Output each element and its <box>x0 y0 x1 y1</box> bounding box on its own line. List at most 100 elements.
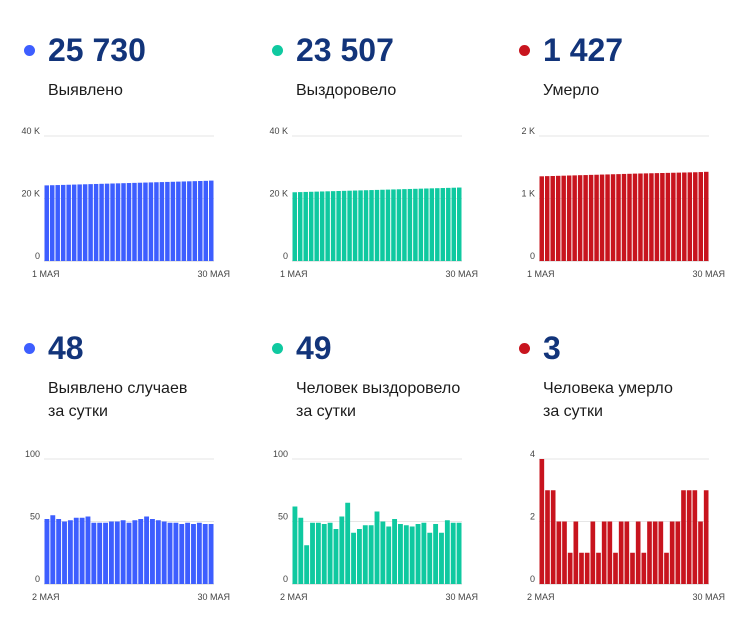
bar <box>55 185 60 261</box>
bar <box>108 521 114 584</box>
bar <box>596 552 601 584</box>
bar <box>352 190 358 261</box>
y-tick-label: 0 <box>35 251 40 261</box>
bar <box>550 490 556 584</box>
x-axis-end-label: 30 МАЯ <box>692 592 725 602</box>
y-tick-label: 50 <box>278 512 288 522</box>
bar <box>618 521 624 584</box>
bar <box>675 521 681 584</box>
headline-label: Человека умерло за сутки <box>543 377 743 423</box>
bar <box>336 191 341 261</box>
bar <box>429 188 435 261</box>
bar <box>444 520 450 584</box>
bar <box>104 183 110 261</box>
label-line: Выздоровело <box>296 82 397 99</box>
bar <box>676 172 682 261</box>
bar <box>85 516 91 584</box>
headline-label: Выздоровело <box>296 79 496 102</box>
bar <box>374 189 380 261</box>
headline-number: 49 <box>296 330 332 366</box>
bar <box>314 191 319 261</box>
bar <box>73 517 79 584</box>
bar <box>682 172 687 261</box>
bar <box>380 189 385 261</box>
bar <box>159 182 165 261</box>
headline-number: 1 427 <box>543 32 624 68</box>
bar <box>137 182 143 261</box>
bar <box>321 524 327 584</box>
bar <box>192 181 198 261</box>
bar <box>681 490 686 584</box>
bar <box>71 184 77 261</box>
label-line: Выявлено случаев <box>48 380 188 397</box>
bar <box>374 511 380 584</box>
bar <box>154 182 159 261</box>
green-dot-icon <box>272 45 283 56</box>
bar <box>44 519 50 584</box>
bar <box>638 173 643 261</box>
y-tick-label: 40 K <box>21 126 40 136</box>
bar <box>91 522 97 584</box>
green-dot-icon <box>272 343 283 354</box>
bar <box>605 174 610 261</box>
bar <box>351 532 356 584</box>
bar <box>176 181 181 261</box>
x-axis-start-label: 1 МАЯ <box>280 269 308 279</box>
bar <box>588 174 594 261</box>
blue-dot-icon <box>24 343 35 354</box>
bar <box>413 188 418 261</box>
x-axis-end-label: 30 МАЯ <box>197 269 230 279</box>
bar <box>698 172 704 261</box>
label-line: за сутки <box>543 403 603 420</box>
bar <box>191 524 196 584</box>
bar <box>457 187 462 261</box>
bar-chart: 0 2 4 2 МАЯ 30 МАЯ <box>527 449 725 602</box>
bar <box>544 176 550 261</box>
bar <box>297 192 303 261</box>
bar <box>594 174 599 261</box>
bar-chart: 0 20 K 40 K 1 МАЯ 30 МАЯ <box>269 126 478 279</box>
bar <box>658 521 664 584</box>
y-tick-label: 0 <box>283 574 288 584</box>
y-tick-label: 0 <box>530 574 535 584</box>
bar <box>345 502 351 584</box>
headline-number: 48 <box>48 330 84 366</box>
label-line: Человек выздоровело <box>296 380 461 397</box>
bar <box>704 171 709 261</box>
bar <box>660 173 665 261</box>
bar <box>686 490 692 584</box>
bar <box>308 191 314 261</box>
bar <box>82 184 88 261</box>
bar <box>132 520 138 584</box>
bar <box>647 521 652 584</box>
bar <box>173 522 179 584</box>
bar <box>451 187 457 261</box>
x-axis-end-label: 30 МАЯ <box>692 269 725 279</box>
bar <box>566 175 572 261</box>
x-axis-end-label: 30 МАЯ <box>197 592 230 602</box>
bar <box>161 521 167 584</box>
bar <box>56 519 62 584</box>
bar <box>44 185 49 261</box>
bar <box>545 490 550 584</box>
bar <box>671 172 676 261</box>
y-tick-label: 50 <box>30 512 40 522</box>
bar <box>148 182 154 261</box>
bar <box>550 176 555 261</box>
bar <box>440 188 446 261</box>
bar <box>143 182 148 261</box>
bar <box>93 183 99 261</box>
bar <box>435 188 440 261</box>
headline-label: Выявлено случаев за сутки <box>48 377 248 423</box>
bar <box>386 526 392 584</box>
bar <box>555 175 561 261</box>
bar <box>362 525 368 584</box>
bar <box>698 521 703 584</box>
x-axis-end-label: 30 МАЯ <box>445 592 478 602</box>
bar <box>358 190 363 261</box>
bar <box>167 522 173 584</box>
bar <box>403 525 409 584</box>
x-axis-start-label: 2 МАЯ <box>32 592 60 602</box>
bar <box>150 519 155 584</box>
blue-dot-icon <box>24 45 35 56</box>
